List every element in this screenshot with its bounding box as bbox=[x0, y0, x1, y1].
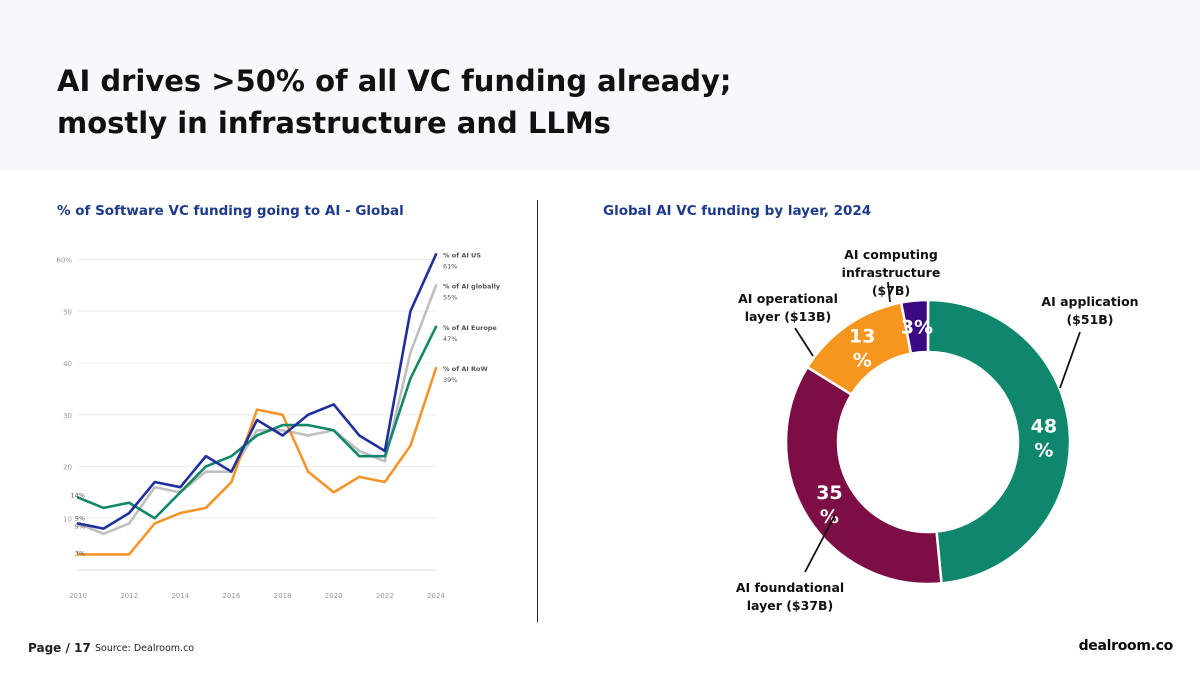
x-tick-label: 2014 bbox=[171, 592, 189, 600]
series-name-label: % of AI US bbox=[443, 251, 481, 259]
callout-label: layer ($37B) bbox=[747, 598, 834, 613]
series-name-label: % of AI Europe bbox=[443, 324, 497, 332]
series-start-label: 3% bbox=[75, 549, 85, 557]
callout-leader-line bbox=[794, 327, 814, 357]
series-end-value-label: 61% bbox=[443, 262, 457, 270]
callout-label: ($51B) bbox=[1066, 312, 1113, 327]
series-line-1 bbox=[76, 284, 438, 536]
callout-label: AI operational bbox=[738, 291, 838, 306]
page-number: Page / 17 bbox=[28, 641, 91, 655]
callout-label: ($7B) bbox=[872, 283, 910, 298]
series-start-label: 9% bbox=[75, 514, 85, 522]
slice-value-label: 35% bbox=[816, 482, 842, 528]
x-tick-label: 2010 bbox=[69, 592, 87, 600]
donut-chart-title: Global AI VC funding by layer, 2024 bbox=[603, 203, 872, 219]
series-line-3 bbox=[76, 366, 438, 556]
y-tick-label: 40 bbox=[63, 360, 72, 368]
page-title: AI drives >50% of all VC funding already… bbox=[57, 60, 732, 144]
slice-value-label: 3% bbox=[901, 317, 933, 339]
panel-divider bbox=[537, 200, 538, 622]
callout-label: AI application bbox=[1041, 294, 1138, 309]
y-tick-label: 60% bbox=[56, 257, 72, 265]
line-chart: 10 20 30 40 50 60% 2010 2012 2014 2016 2018 2020 202… bbox=[56, 251, 501, 600]
series-line-0 bbox=[76, 253, 438, 530]
callout-label: AI foundational bbox=[736, 580, 844, 595]
callout-label: layer ($13B) bbox=[745, 309, 832, 324]
series-line-2 bbox=[76, 325, 438, 520]
x-tick-label: 2018 bbox=[274, 592, 292, 600]
donut-slice-1 bbox=[784, 365, 943, 586]
y-tick-label: 30 bbox=[63, 412, 72, 420]
donut-chart: 48 % 35 % 13 % 3% AI application ($51B) AI founda… bbox=[736, 247, 1139, 613]
y-tick-label: 20 bbox=[63, 464, 72, 472]
dealroom-logo: dealroom.co bbox=[1078, 638, 1174, 654]
callout-label: infrastructure bbox=[842, 265, 941, 280]
series-end-value-label: 55% bbox=[443, 293, 457, 301]
page-title-line-1: AI drives >50% of all VC funding already… bbox=[57, 64, 732, 98]
y-tick-label: 10 bbox=[63, 515, 72, 523]
page-title-line-2: mostly in infrastructure and LLMs bbox=[57, 106, 611, 140]
donut-slice-3 bbox=[899, 298, 930, 356]
callout-leader-line bbox=[804, 514, 836, 573]
header-band bbox=[0, 0, 1200, 170]
series-start-label: 9% bbox=[75, 522, 85, 530]
callout-label: AI computing bbox=[844, 247, 938, 262]
x-tick-label: 2016 bbox=[223, 592, 241, 600]
slice-value-label: 48% bbox=[1031, 415, 1057, 461]
callout-leader-line bbox=[1059, 331, 1081, 389]
series-end-value-label: 39% bbox=[443, 376, 457, 384]
series-name-label: % of AI globally bbox=[443, 282, 501, 290]
x-tick-label: 2020 bbox=[325, 592, 343, 600]
x-tick-label: 2022 bbox=[376, 592, 394, 600]
slice-value-label: 13% bbox=[849, 325, 875, 371]
y-tick-label: 50 bbox=[63, 308, 72, 316]
source-note: Source: Dealroom.co bbox=[95, 643, 195, 654]
donut-slice-0 bbox=[926, 298, 1072, 585]
series-name-label: % of AI RoW bbox=[443, 365, 488, 373]
line-chart-title: % of Software VC funding going to AI - G… bbox=[57, 203, 404, 219]
series-end-value-label: 47% bbox=[443, 335, 457, 343]
x-tick-label: 2024 bbox=[427, 592, 445, 600]
callout-leader-line bbox=[887, 281, 891, 303]
x-tick-label: 2012 bbox=[120, 592, 138, 600]
series-start-label: 14% bbox=[71, 492, 85, 500]
